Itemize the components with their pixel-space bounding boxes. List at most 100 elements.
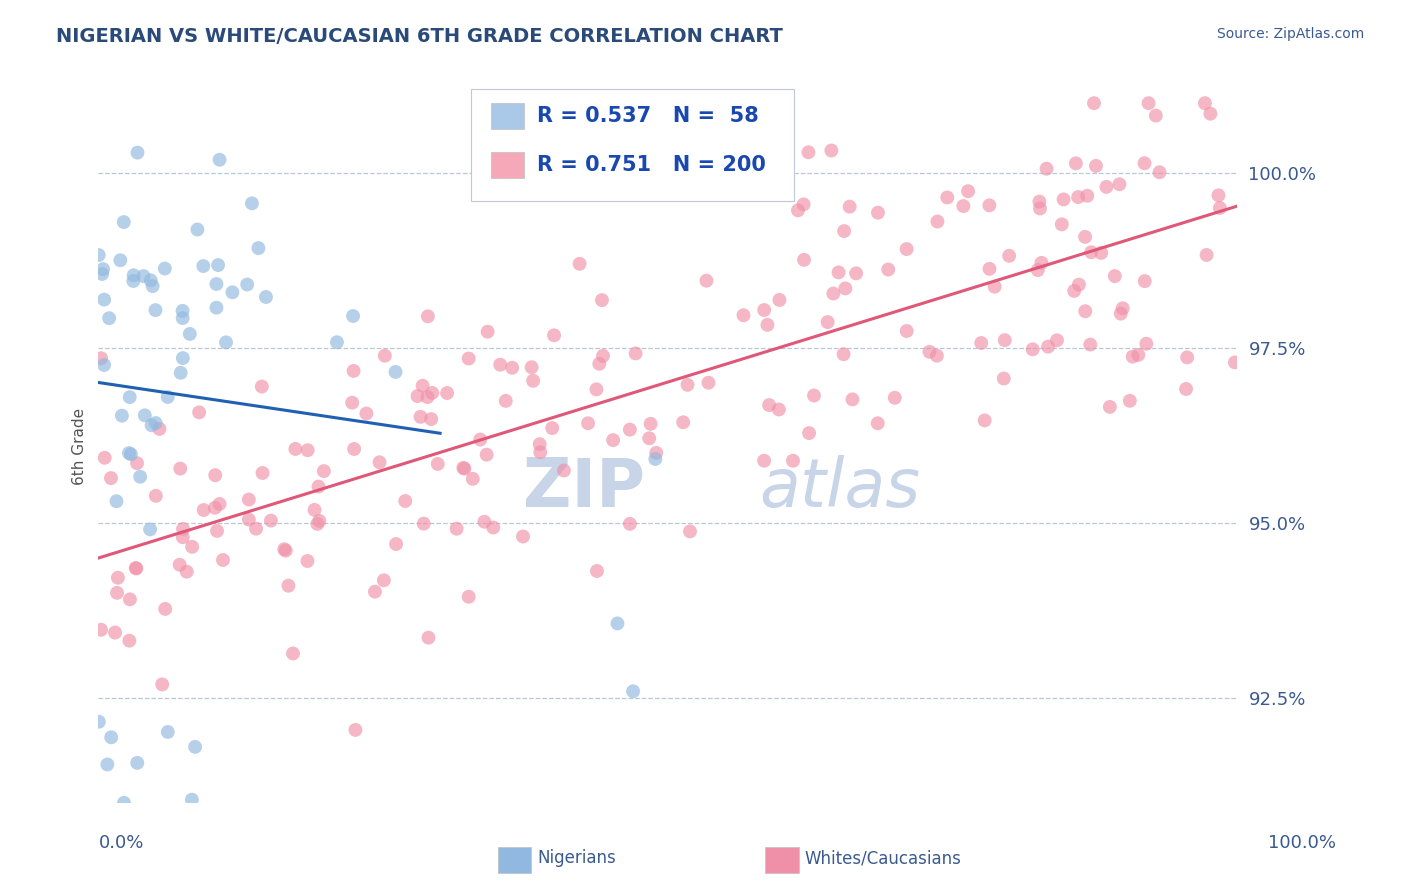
- Point: [1031, 256, 1053, 270]
- Point: [156, 725, 179, 739]
- Point: [208, 497, 231, 511]
- Point: [793, 252, 815, 267]
- Point: [110, 253, 132, 268]
- Point: [768, 402, 790, 417]
- Point: [676, 377, 699, 392]
- Text: R = 0.751   N = 200: R = 0.751 N = 200: [537, 155, 766, 175]
- Point: [118, 633, 141, 648]
- Point: [90, 623, 112, 637]
- Point: [733, 308, 755, 322]
- Point: [120, 447, 142, 461]
- Point: [384, 365, 406, 379]
- Point: [145, 303, 167, 318]
- Point: [93, 358, 115, 372]
- Point: [1080, 245, 1102, 260]
- Point: [453, 461, 475, 475]
- Point: [817, 315, 839, 329]
- Point: [134, 409, 156, 423]
- Point: [125, 561, 148, 575]
- Point: [145, 489, 167, 503]
- Point: [841, 392, 863, 407]
- Point: [1074, 304, 1097, 318]
- Point: [356, 407, 378, 421]
- Point: [979, 261, 1001, 276]
- Point: [1050, 217, 1073, 231]
- Point: [141, 418, 163, 433]
- Point: [541, 421, 564, 435]
- Point: [91, 267, 114, 281]
- Point: [1195, 248, 1218, 262]
- Point: [457, 590, 479, 604]
- Point: [90, 351, 112, 366]
- Point: [797, 426, 820, 441]
- Point: [482, 520, 505, 534]
- Point: [827, 265, 849, 279]
- Point: [205, 301, 228, 315]
- Point: [766, 121, 789, 136]
- Point: [93, 293, 115, 307]
- Point: [568, 257, 591, 271]
- Point: [993, 371, 1015, 385]
- Point: [412, 378, 434, 392]
- Point: [172, 303, 194, 318]
- Point: [125, 456, 148, 470]
- Point: [621, 684, 644, 698]
- Point: [592, 349, 614, 363]
- Point: [998, 249, 1021, 263]
- Point: [127, 756, 149, 770]
- Point: [576, 417, 599, 431]
- Point: [845, 266, 868, 280]
- Point: [1021, 343, 1043, 357]
- Point: [284, 442, 307, 456]
- Point: [96, 757, 118, 772]
- Point: [308, 479, 330, 493]
- Point: [475, 448, 498, 462]
- Point: [122, 268, 145, 283]
- Point: [758, 398, 780, 412]
- Point: [118, 390, 141, 404]
- Point: [619, 423, 641, 437]
- Point: [208, 153, 231, 167]
- Point: [343, 442, 366, 456]
- Point: [1052, 193, 1074, 207]
- Point: [252, 466, 274, 480]
- Point: [240, 196, 263, 211]
- Point: [100, 471, 122, 485]
- Point: [925, 349, 948, 363]
- Point: [838, 200, 860, 214]
- Point: [308, 514, 330, 528]
- Point: [1028, 194, 1050, 209]
- Point: [145, 416, 167, 430]
- Point: [529, 445, 551, 459]
- Point: [304, 503, 326, 517]
- Point: [994, 333, 1017, 347]
- Point: [122, 274, 145, 288]
- Point: [756, 318, 779, 332]
- Point: [1223, 355, 1246, 369]
- Point: [104, 625, 127, 640]
- Point: [1194, 96, 1216, 111]
- Point: [970, 336, 993, 351]
- Point: [522, 374, 544, 388]
- Text: ZIP: ZIP: [523, 455, 645, 521]
- Point: [127, 145, 149, 160]
- Point: [172, 351, 194, 365]
- Point: [373, 574, 395, 588]
- Text: NIGERIAN VS WHITE/CAUCASIAN 6TH GRADE CORRELATION CHART: NIGERIAN VS WHITE/CAUCASIAN 6TH GRADE CO…: [56, 27, 783, 45]
- Point: [457, 351, 479, 366]
- Point: [181, 540, 204, 554]
- Point: [638, 431, 661, 445]
- Point: [1067, 190, 1090, 204]
- Point: [193, 503, 215, 517]
- Point: [697, 376, 720, 390]
- Point: [495, 393, 517, 408]
- Point: [93, 450, 115, 465]
- Point: [340, 395, 363, 409]
- Point: [204, 500, 226, 515]
- Point: [877, 262, 900, 277]
- Point: [207, 258, 229, 272]
- Point: [918, 344, 941, 359]
- Point: [394, 494, 416, 508]
- Point: [1098, 400, 1121, 414]
- Point: [1175, 351, 1198, 365]
